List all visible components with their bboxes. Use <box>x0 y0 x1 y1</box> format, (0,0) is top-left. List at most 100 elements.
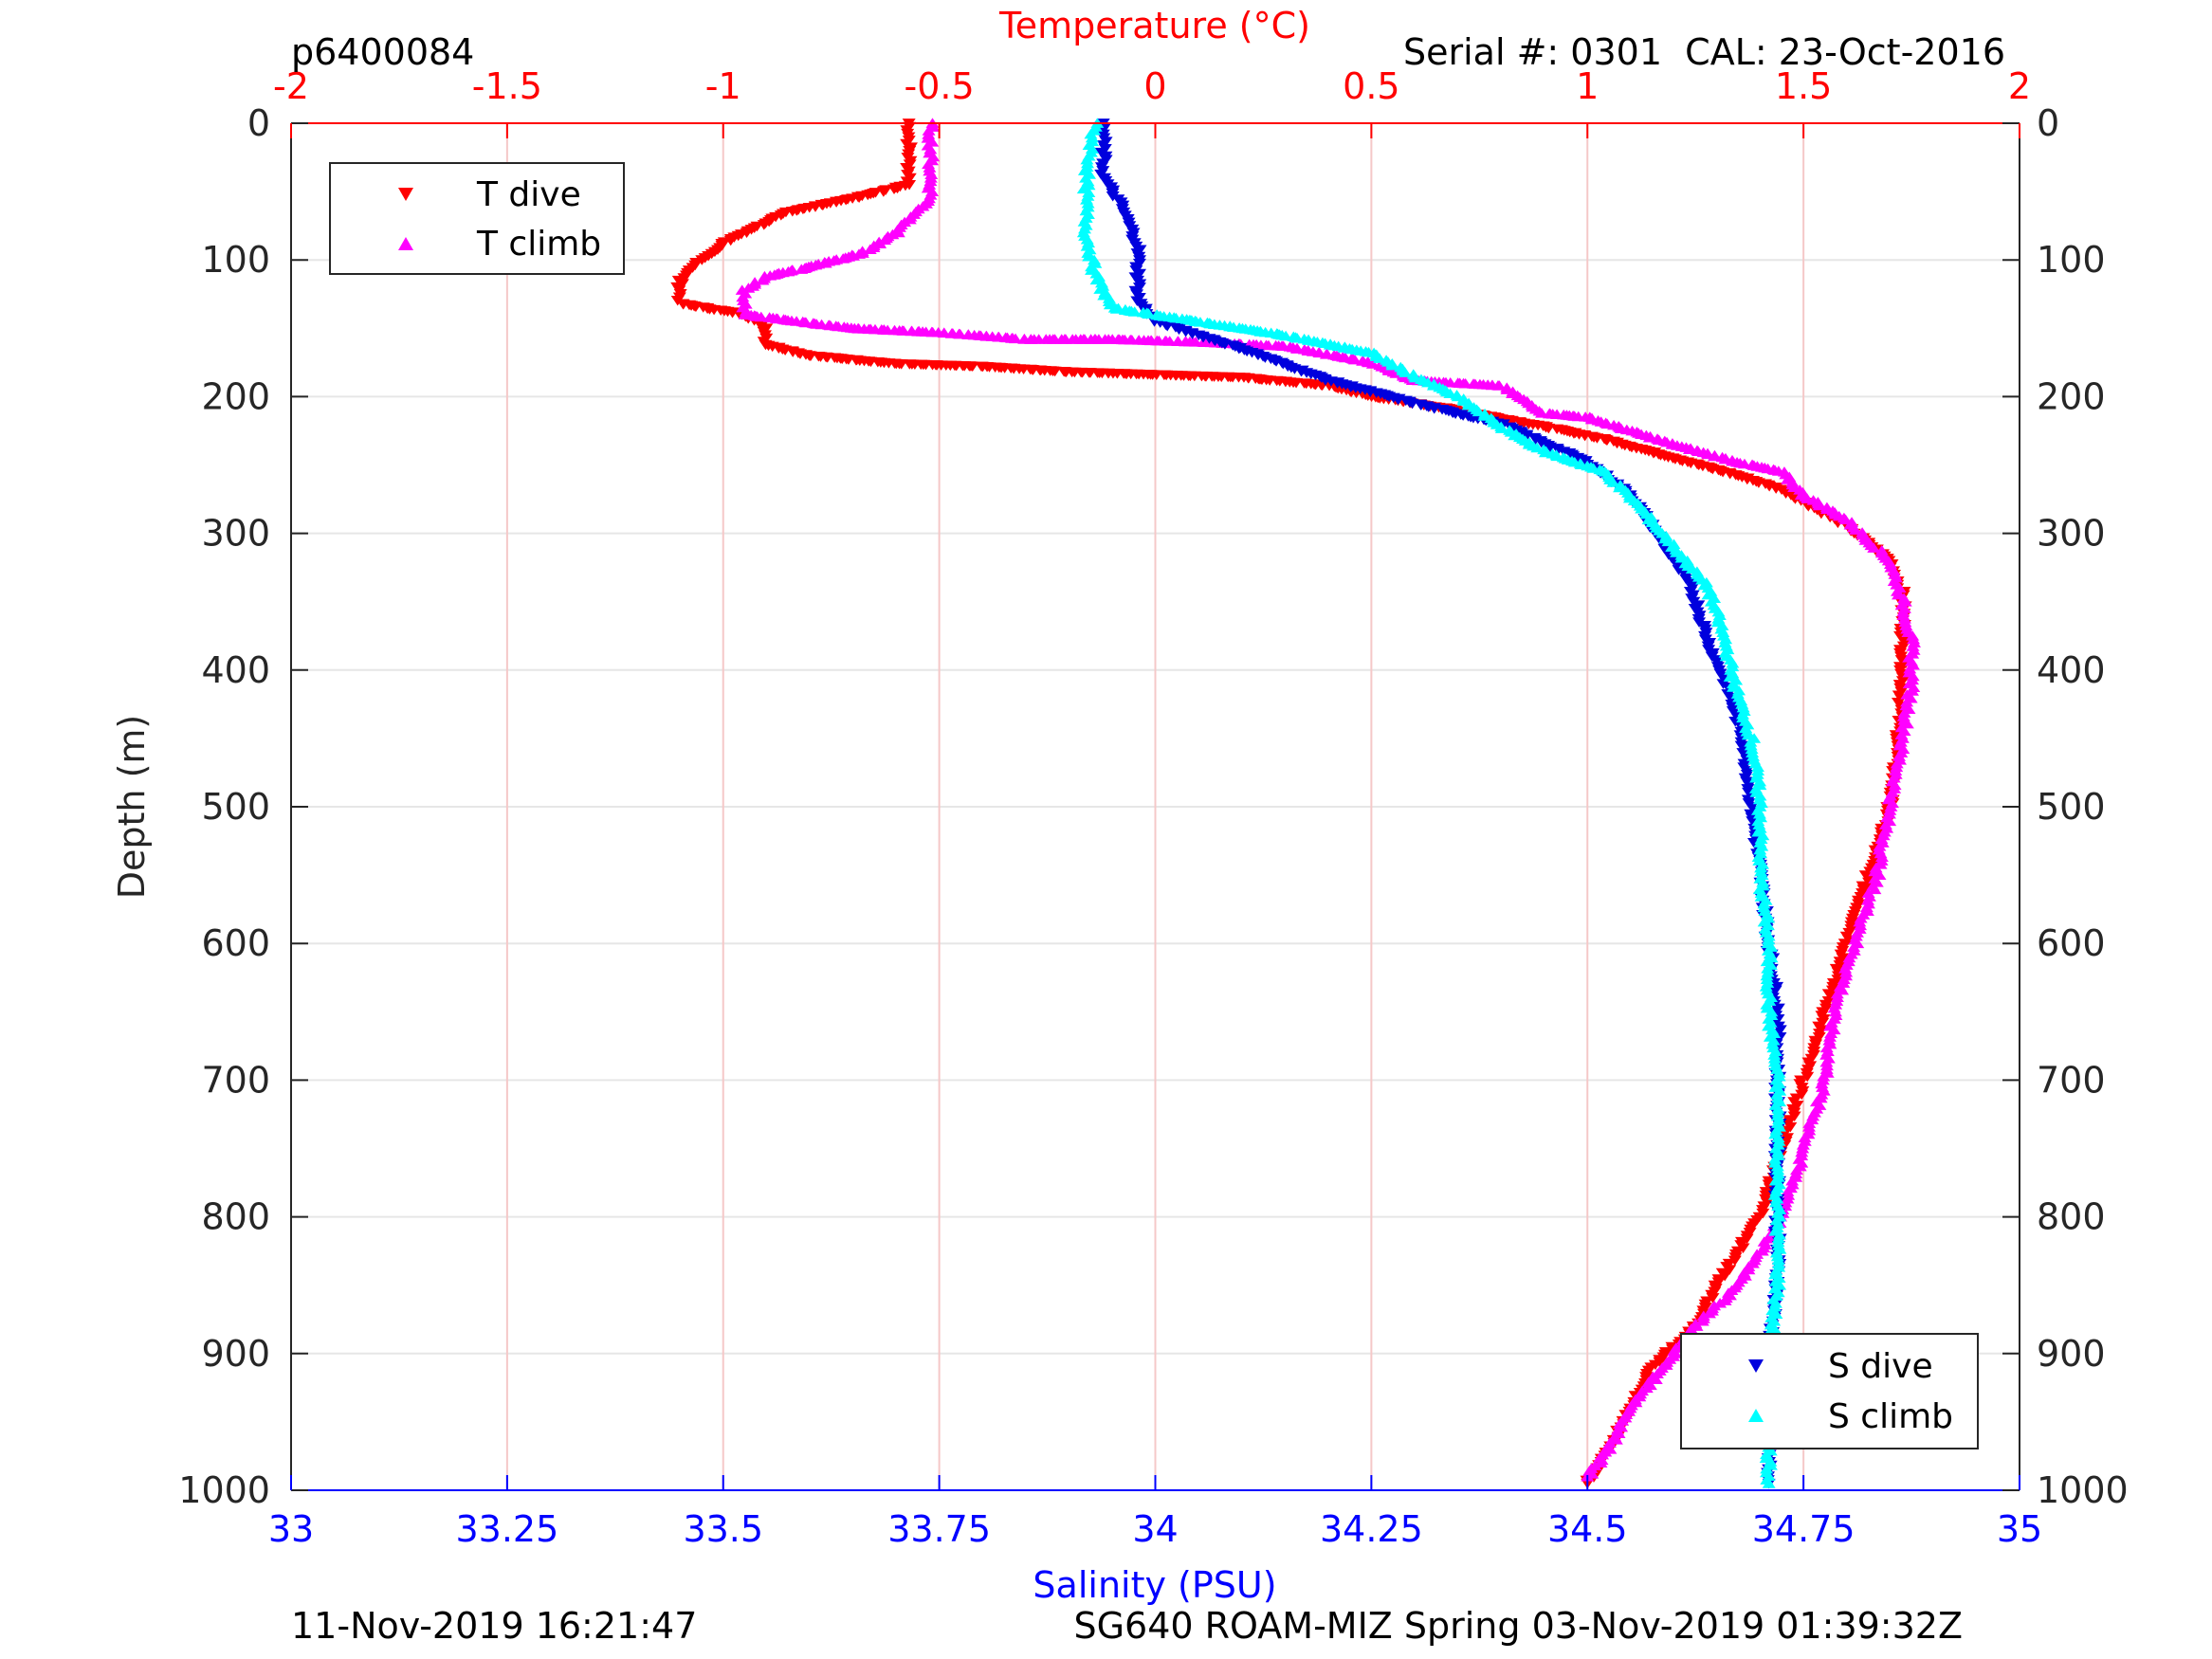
legend-t-dive-label: T dive <box>476 175 581 214</box>
temperature-tick-label: -0.5 <box>905 65 975 107</box>
data-point <box>754 311 768 322</box>
depth-tick-label-right: 700 <box>2037 1059 2106 1101</box>
data-point <box>1868 884 1882 895</box>
data-point <box>1009 333 1023 344</box>
data-point <box>1127 306 1142 317</box>
depth-tick-label-left: 0 <box>247 102 270 144</box>
temperature-tick-label: 0.5 <box>1343 65 1399 107</box>
footer-mission: SG640 ROAM-MIZ Spring 03-Nov-2019 01:39:… <box>1073 1605 1963 1647</box>
data-point <box>1718 1270 1732 1282</box>
series-layer <box>670 118 1921 1489</box>
depth-tick-label-right: 500 <box>2037 786 2106 828</box>
temperature-tick-label: 1 <box>1576 65 1599 107</box>
series-t-climb <box>735 118 1921 1482</box>
legend-s-climb-marker <box>1748 1409 1764 1422</box>
data-point <box>1728 1255 1742 1267</box>
temperature-tick-label: -1.5 <box>472 65 542 107</box>
data-point <box>677 273 691 283</box>
salinity-tick-label: 33 <box>268 1508 314 1550</box>
temperature-tick-label: -2 <box>273 65 309 107</box>
depth-tick-label-left: 600 <box>201 922 270 964</box>
data-point <box>1849 524 1863 535</box>
salinity-axis-label: Salinity (PSU) <box>1033 1564 1276 1606</box>
depth-tick-label-right: 900 <box>2037 1333 2106 1375</box>
data-point <box>953 328 967 339</box>
data-point <box>1706 1293 1720 1304</box>
serial-cal-info: Serial #: 0301 CAL: 23-Oct-2016 <box>1403 31 2005 73</box>
depth-tick-label-left: 400 <box>201 649 270 691</box>
salinity-tick-label: 35 <box>1997 1508 2042 1550</box>
data-point <box>1109 303 1124 314</box>
temperature-tick-label: -1 <box>705 65 741 107</box>
footer-timestamp: 11-Nov-2019 16:21:47 <box>291 1605 697 1647</box>
data-point <box>1812 500 1826 511</box>
salinity-tick-label: 34 <box>1132 1508 1178 1550</box>
legend-t-climb-label: T climb <box>476 225 601 264</box>
depth-tick-label-left: 700 <box>201 1059 270 1101</box>
depth-tick-label-right: 300 <box>2037 513 2106 555</box>
data-point <box>695 255 709 265</box>
data-point <box>1106 191 1120 202</box>
data-point <box>1695 1315 1709 1326</box>
depth-tick-label-right: 1000 <box>2037 1469 2129 1511</box>
salinity-tick-label: 34.75 <box>1752 1508 1856 1550</box>
salinity-tick-label: 33.25 <box>455 1508 558 1550</box>
legend-temperature: T dive T climb <box>329 162 625 275</box>
data-point <box>1649 1374 1663 1385</box>
legend-salinity: S dive S climb <box>1680 1333 1979 1449</box>
depth-tick-label-right: 800 <box>2037 1196 2106 1238</box>
data-point <box>1609 1434 1623 1445</box>
data-point <box>1787 1111 1801 1121</box>
depth-tick-label-right: 100 <box>2037 239 2106 281</box>
data-point <box>1606 477 1620 487</box>
depth-tick-label-left: 800 <box>201 1196 270 1238</box>
depth-tick-label-left: 200 <box>201 375 270 417</box>
data-point <box>1494 423 1508 433</box>
temperature-axis-label: Temperature (°C) <box>998 5 1310 46</box>
profile-id: p6400084 <box>291 31 474 73</box>
salinity-tick-label: 33.5 <box>683 1508 763 1550</box>
data-point <box>1708 450 1722 462</box>
depth-tick-label-right: 200 <box>2037 375 2106 417</box>
depth-tick-label-left: 300 <box>201 513 270 555</box>
salinity-tick-label: 33.75 <box>887 1508 991 1550</box>
legend-s-climb-label: S climb <box>1828 1397 1953 1436</box>
data-point <box>1492 380 1507 391</box>
legend-temperature-box <box>329 162 625 275</box>
depth-tick-label-right: 600 <box>2037 922 2106 964</box>
depth-tick-label-right: 400 <box>2037 649 2106 691</box>
data-point <box>756 275 770 285</box>
depth-axis-label: Depth (m) <box>111 715 153 900</box>
depth-tick-label-left: 1000 <box>178 1469 270 1511</box>
data-point <box>1398 367 1413 377</box>
depth-tick-label-right: 0 <box>2037 102 2059 144</box>
legend-t-dive-marker <box>398 188 413 201</box>
data-point <box>1048 366 1062 377</box>
axis-ticks: 0 0 100 100 200 200 300 300 400 400 500 500 600 600 70… <box>178 65 2128 1550</box>
data-point <box>1642 432 1656 443</box>
depth-tick-label-left: 900 <box>201 1333 270 1375</box>
legend-s-dive-marker <box>1748 1359 1764 1373</box>
data-point <box>1867 542 1881 553</box>
data-point <box>1801 1071 1815 1083</box>
data-point <box>795 264 809 274</box>
temperature-tick-label: 1.5 <box>1775 65 1832 107</box>
grid-lines <box>291 123 2020 1490</box>
salinity-tick-label: 34.5 <box>1547 1508 1628 1550</box>
data-point <box>1347 354 1362 365</box>
depth-tick-label-left: 100 <box>201 239 270 281</box>
data-point <box>1385 359 1399 371</box>
data-point <box>1682 444 1696 454</box>
series-s-climb <box>1076 118 1787 1488</box>
data-point <box>1762 1478 1776 1488</box>
data-point <box>1477 410 1491 421</box>
data-point <box>1723 1265 1737 1275</box>
legend-s-dive-label: S dive <box>1828 1347 1933 1386</box>
temperature-tick-label: 2 <box>2008 65 2031 107</box>
legend-t-climb-marker <box>398 237 413 250</box>
temperature-tick-label: 0 <box>1143 65 1166 107</box>
legend-salinity-box <box>1680 1333 1979 1449</box>
depth-tick-label-left: 500 <box>201 786 270 828</box>
data-point <box>1142 308 1156 319</box>
